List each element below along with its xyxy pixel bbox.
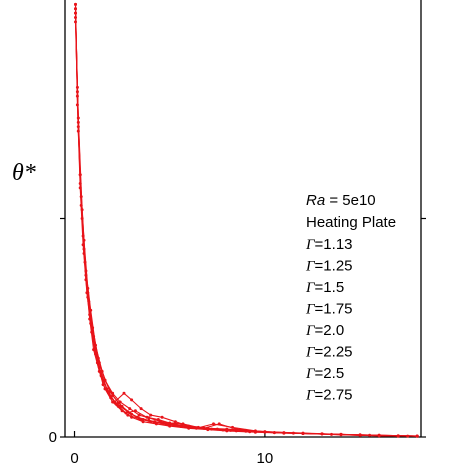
- legend-entry-value: =2.25: [315, 344, 353, 361]
- legend-ra-value: = 5e10: [325, 192, 375, 209]
- legend-ra: Ra = 5e10: [306, 192, 376, 209]
- data-point: [189, 425, 193, 429]
- data-point: [89, 308, 93, 312]
- data-point: [206, 427, 210, 431]
- data-point: [173, 420, 177, 424]
- data-point: [248, 430, 252, 434]
- data-point: [84, 269, 88, 273]
- legend-entry: Γ=2.0: [305, 322, 344, 339]
- data-point: [74, 2, 77, 6]
- legend-gamma-symbol: Γ: [305, 280, 316, 296]
- data-point: [173, 423, 177, 427]
- data-point: [301, 432, 305, 435]
- legend-entry-value: =1.5: [315, 279, 345, 296]
- legend-entry: Γ=1.5: [305, 279, 344, 296]
- legend-entry: Γ=1.75: [305, 301, 353, 318]
- data-point: [126, 410, 130, 414]
- data-point: [339, 433, 343, 437]
- data-point: [74, 11, 77, 15]
- legend-entry-value: =2.5: [315, 365, 345, 382]
- legend-entry: Γ=2.75: [305, 387, 353, 404]
- x-tick-label: 10: [257, 450, 274, 467]
- legend-ra-symbol: Ra: [306, 192, 325, 209]
- data-point: [128, 407, 132, 411]
- legend-gamma-symbol: Γ: [305, 323, 316, 339]
- data-point: [135, 415, 139, 419]
- data-point: [212, 422, 215, 426]
- data-point: [94, 343, 97, 347]
- data-point: [122, 391, 126, 395]
- y-axis-label: θ*: [12, 160, 36, 186]
- legend-entry: Γ=2.25: [305, 344, 353, 361]
- data-point: [147, 418, 151, 422]
- legend-entry-value: =1.25: [315, 258, 353, 275]
- data-point: [76, 116, 80, 120]
- legend-gamma-symbol: Γ: [305, 345, 316, 361]
- legend-gamma-symbol: Γ: [305, 259, 316, 275]
- series-layer: [74, 2, 419, 438]
- data-point: [108, 389, 112, 393]
- data-point: [147, 416, 151, 420]
- legend-entry-value: =2.0: [315, 322, 345, 339]
- data-point: [160, 415, 164, 419]
- series-8: [74, 11, 419, 438]
- data-point: [231, 425, 234, 429]
- data-point: [99, 374, 103, 378]
- legend-entry: Γ=2.5: [305, 365, 344, 382]
- data-point: [100, 369, 104, 373]
- legend-entry-value: =1.13: [315, 236, 353, 253]
- legend-subtitle: Heating Plate: [306, 214, 396, 231]
- legend-gamma-symbol: Γ: [305, 366, 316, 382]
- x-tick-label: 0: [70, 450, 78, 467]
- y-tick-label: 0: [49, 429, 57, 446]
- legend: Ra = 5e10 Heating Plate Γ=1.13Γ=1.25Γ=1.…: [305, 192, 396, 404]
- legend-entry: Γ=1.13: [305, 236, 353, 253]
- data-point: [116, 401, 120, 405]
- legend-entry-value: =2.75: [315, 387, 353, 404]
- legend-gamma-symbol: Γ: [305, 388, 316, 404]
- tick-labels: 0 10 0: [49, 429, 274, 467]
- data-point: [272, 431, 276, 435]
- data-point: [141, 420, 145, 424]
- legend-entry: Γ=1.25: [305, 258, 353, 275]
- data-point: [139, 407, 143, 411]
- data-point: [137, 413, 141, 417]
- data-point: [415, 434, 419, 438]
- legend-gamma-symbol: Γ: [305, 302, 316, 318]
- data-point: [149, 413, 153, 417]
- axis-ticks: [60, 217, 426, 438]
- data-point: [130, 398, 134, 402]
- data-point: [160, 421, 164, 425]
- data-point: [377, 434, 381, 438]
- legend-entry-value: =1.75: [315, 301, 353, 318]
- data-point: [94, 352, 97, 356]
- data-point: [225, 428, 229, 432]
- data-point: [101, 383, 105, 387]
- data-point: [80, 208, 84, 212]
- data-point: [126, 413, 130, 417]
- data-point: [116, 404, 120, 408]
- legend-gamma-symbol: Γ: [305, 237, 316, 253]
